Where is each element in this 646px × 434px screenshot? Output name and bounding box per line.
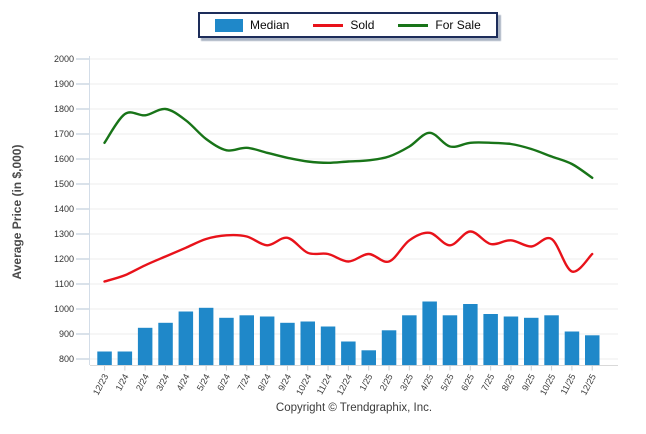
median-bar[interactable]: [503, 316, 519, 366]
legend-item-median[interactable]: Median: [215, 18, 289, 32]
median-bar[interactable]: [280, 322, 295, 366]
median-bar[interactable]: [300, 321, 316, 366]
x-tick-label: 6/24: [215, 372, 232, 392]
y-tick-label: 1500: [54, 179, 74, 189]
x-tick-label: 9/25: [520, 372, 537, 392]
median-bar[interactable]: [341, 341, 356, 366]
median-bar[interactable]: [524, 317, 539, 366]
legend-item-for-sale[interactable]: For Sale: [398, 18, 481, 32]
x-tick-label: 1/25: [357, 372, 374, 392]
x-tick-label: 2/25: [378, 372, 395, 392]
x-tick-label: 12/24: [335, 372, 354, 397]
median-swatch-icon: [215, 18, 243, 32]
x-tick-label: 3/24: [154, 372, 171, 392]
y-tick-label: 1400: [54, 204, 74, 214]
median-bar[interactable]: [97, 351, 112, 366]
x-tick-label: 8/25: [500, 372, 517, 392]
sold-line[interactable]: [103, 230, 594, 283]
for-sale-line[interactable]: [103, 107, 594, 179]
legend-item-sold[interactable]: Sold: [313, 18, 374, 32]
x-tick-label: 8/24: [256, 372, 273, 392]
median-bar[interactable]: [422, 301, 437, 366]
x-tick-label: 11/24: [315, 372, 334, 396]
x-tick-label: 9/24: [276, 372, 293, 392]
median-bar[interactable]: [544, 315, 559, 366]
y-tick-label: 1800: [54, 104, 74, 114]
median-bar[interactable]: [158, 322, 173, 366]
x-tick-label: 7/25: [479, 372, 496, 392]
median-bar[interactable]: [178, 311, 194, 366]
x-tick-label: 2/24: [134, 372, 151, 392]
median-bar[interactable]: [219, 317, 234, 366]
median-bar[interactable]: [361, 350, 377, 366]
median-bar[interactable]: [564, 331, 580, 366]
x-tick-label: 4/25: [418, 372, 435, 392]
y-tick-label: 1700: [54, 129, 74, 139]
x-tick-label: 12/25: [579, 372, 598, 397]
y-tick-label: 800: [59, 354, 74, 364]
median-bar[interactable]: [259, 316, 275, 366]
x-tick-label: 3/25: [398, 372, 415, 392]
median-bar[interactable]: [239, 315, 255, 366]
y-tick-label: 1300: [54, 229, 74, 239]
x-tick-label: 5/25: [439, 372, 456, 392]
x-tick-label: 7/24: [235, 372, 252, 392]
median-bar[interactable]: [483, 314, 498, 365]
median-bar[interactable]: [198, 307, 214, 366]
x-tick-label: 5/24: [195, 372, 212, 392]
median-bar[interactable]: [585, 335, 600, 366]
x-tick-label: 4/24: [175, 372, 192, 392]
x-tick-label: 12/23: [91, 372, 110, 397]
y-tick-label: 1200: [54, 254, 74, 264]
median-bar[interactable]: [442, 315, 458, 366]
median-bar[interactable]: [117, 351, 133, 366]
legend-label: For Sale: [435, 18, 481, 32]
for-sale-line-swatch-icon: [398, 23, 429, 27]
x-tick-label: 11/25: [559, 372, 578, 396]
x-tick-label: 1/24: [114, 372, 131, 392]
x-tick-label: 10/24: [294, 372, 313, 397]
median-bar[interactable]: [137, 327, 153, 366]
y-axis-title: Average Price (in $,000): [10, 144, 24, 280]
legend-label: Sold: [350, 18, 375, 32]
y-tick-label: 1900: [54, 79, 74, 89]
median-bar[interactable]: [402, 315, 417, 366]
legend-label: Median: [250, 18, 290, 32]
median-bar[interactable]: [381, 330, 397, 366]
y-tick-label: 2000: [54, 54, 74, 64]
y-tick-label: 900: [59, 329, 74, 339]
x-tick-label: 6/25: [459, 372, 476, 392]
copyright-text: Copyright © Trendgraphix, Inc.: [275, 402, 433, 414]
y-tick-label: 1100: [55, 279, 74, 289]
chart-legend: Median Sold For Sale: [198, 12, 498, 38]
x-tick-label: 10/25: [538, 372, 557, 397]
y-tick-label: 1000: [54, 304, 74, 314]
median-bar[interactable]: [320, 326, 336, 366]
y-tick-label: 1600: [54, 154, 74, 164]
sold-line-swatch-icon: [313, 23, 344, 27]
median-bar[interactable]: [463, 304, 478, 365]
